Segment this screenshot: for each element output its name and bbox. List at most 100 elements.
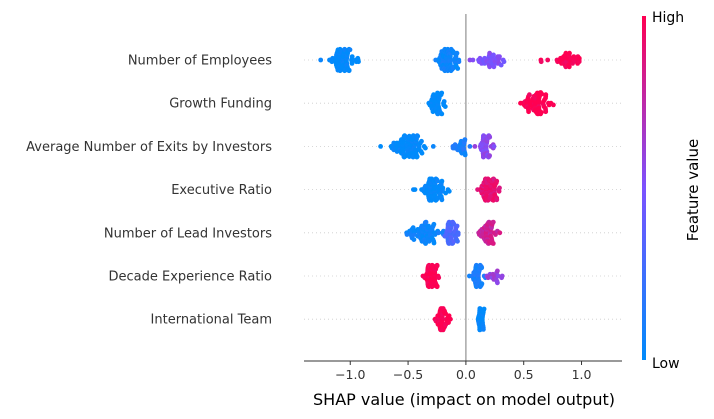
shap-point bbox=[539, 91, 545, 97]
shap-point bbox=[487, 64, 492, 70]
shap-point bbox=[454, 50, 460, 56]
shap-point bbox=[494, 197, 500, 203]
x-tick-label: −0.5 bbox=[393, 367, 423, 382]
shap-point bbox=[545, 57, 551, 63]
x-tick-label: −1.0 bbox=[335, 367, 365, 382]
shap-point bbox=[356, 59, 361, 65]
shap-point bbox=[431, 221, 437, 227]
shap-point bbox=[430, 144, 436, 149]
shap-point bbox=[455, 238, 460, 244]
shap-point bbox=[446, 188, 452, 194]
feature-label: Growth Funding bbox=[169, 97, 272, 112]
shap-point bbox=[462, 137, 468, 143]
shap-point bbox=[346, 67, 352, 73]
shap-point bbox=[576, 59, 582, 65]
feature-label: Decade Experience Ratio bbox=[108, 270, 272, 285]
x-tick-label: 0.0 bbox=[456, 367, 476, 382]
shap-point bbox=[467, 144, 473, 149]
shap-point bbox=[481, 327, 486, 332]
shap-point bbox=[456, 59, 462, 65]
shap-point bbox=[410, 225, 416, 231]
shap-point bbox=[436, 230, 441, 236]
shap-point bbox=[439, 178, 445, 184]
shap-point bbox=[491, 64, 497, 70]
x-tick-label: 0.5 bbox=[514, 367, 534, 382]
x-tick-label: 1.0 bbox=[572, 367, 592, 382]
colorbar-title: Feature value bbox=[684, 139, 702, 241]
shap-point bbox=[551, 102, 556, 108]
shap-point bbox=[347, 47, 353, 53]
x-axis-title: SHAP value (impact on model output) bbox=[313, 390, 615, 409]
shap-point bbox=[426, 223, 431, 229]
shap-point bbox=[498, 62, 504, 68]
shap-point bbox=[423, 241, 428, 246]
shap-point bbox=[467, 273, 472, 279]
shap-point bbox=[435, 178, 440, 184]
shap-point bbox=[423, 145, 428, 151]
shap-point bbox=[494, 178, 500, 184]
shap-point bbox=[490, 219, 496, 225]
shap-point bbox=[426, 238, 432, 244]
shap-point bbox=[501, 59, 507, 65]
shap-point bbox=[415, 133, 421, 139]
shap-point bbox=[378, 144, 383, 149]
shap-point bbox=[543, 92, 549, 98]
shap-point bbox=[439, 90, 445, 96]
shap-point bbox=[487, 50, 492, 56]
shap-point bbox=[527, 92, 532, 98]
shap-point bbox=[442, 104, 448, 109]
colorbar bbox=[642, 16, 646, 360]
shap-point bbox=[566, 64, 572, 70]
shap-point bbox=[412, 187, 418, 193]
shap-point bbox=[419, 150, 425, 156]
feature-label: Executive Ratio bbox=[171, 183, 272, 198]
shap-point bbox=[454, 223, 460, 229]
feature-label: Number of Employees bbox=[128, 54, 272, 69]
shap-point bbox=[491, 52, 496, 58]
shap-point bbox=[431, 240, 437, 246]
shap-point bbox=[495, 280, 500, 286]
colorbar-high-label: High bbox=[652, 10, 684, 26]
shap-point bbox=[470, 57, 476, 63]
shap-point bbox=[448, 316, 453, 322]
shap-point bbox=[479, 281, 485, 287]
shap-point bbox=[423, 219, 429, 225]
x-axis-ticks: −1.0 −0.5 0.0 0.5 1.0 bbox=[335, 361, 592, 382]
shap-point bbox=[497, 185, 502, 191]
shap-point bbox=[318, 57, 324, 63]
shap-point bbox=[440, 185, 446, 191]
colorbar-low-label: Low bbox=[652, 356, 680, 372]
shap-point bbox=[491, 144, 497, 149]
shap-point bbox=[455, 66, 461, 71]
shap-point bbox=[443, 311, 448, 316]
shap-point bbox=[495, 268, 500, 274]
shap-point bbox=[479, 265, 485, 271]
feature-label: Number of Lead Investors bbox=[104, 226, 272, 241]
shap-point bbox=[499, 273, 505, 279]
feature-labels: Number of Employees Growth Funding Average… bbox=[26, 54, 272, 328]
shap-point bbox=[434, 283, 440, 289]
shap-point bbox=[481, 306, 487, 312]
shap-point bbox=[490, 241, 496, 246]
shap-point bbox=[436, 275, 442, 281]
beeswarm-points bbox=[318, 46, 582, 333]
shap-point bbox=[576, 55, 582, 61]
shap-point bbox=[497, 54, 502, 59]
shap-point bbox=[439, 197, 445, 203]
shap-point bbox=[434, 263, 440, 269]
shap-point bbox=[452, 142, 458, 148]
shap-point bbox=[570, 61, 575, 66]
shap-point bbox=[538, 59, 544, 65]
shap-point bbox=[538, 110, 544, 115]
shap-point bbox=[497, 230, 503, 236]
shap-point bbox=[349, 61, 355, 66]
shap-point bbox=[414, 154, 420, 160]
shap-point bbox=[411, 237, 417, 243]
shap-point bbox=[472, 144, 478, 149]
shap-point bbox=[526, 109, 531, 115]
shap-point bbox=[443, 190, 449, 196]
shap-point bbox=[455, 232, 461, 237]
shap-point bbox=[543, 109, 549, 115]
shap-point bbox=[487, 153, 492, 159]
